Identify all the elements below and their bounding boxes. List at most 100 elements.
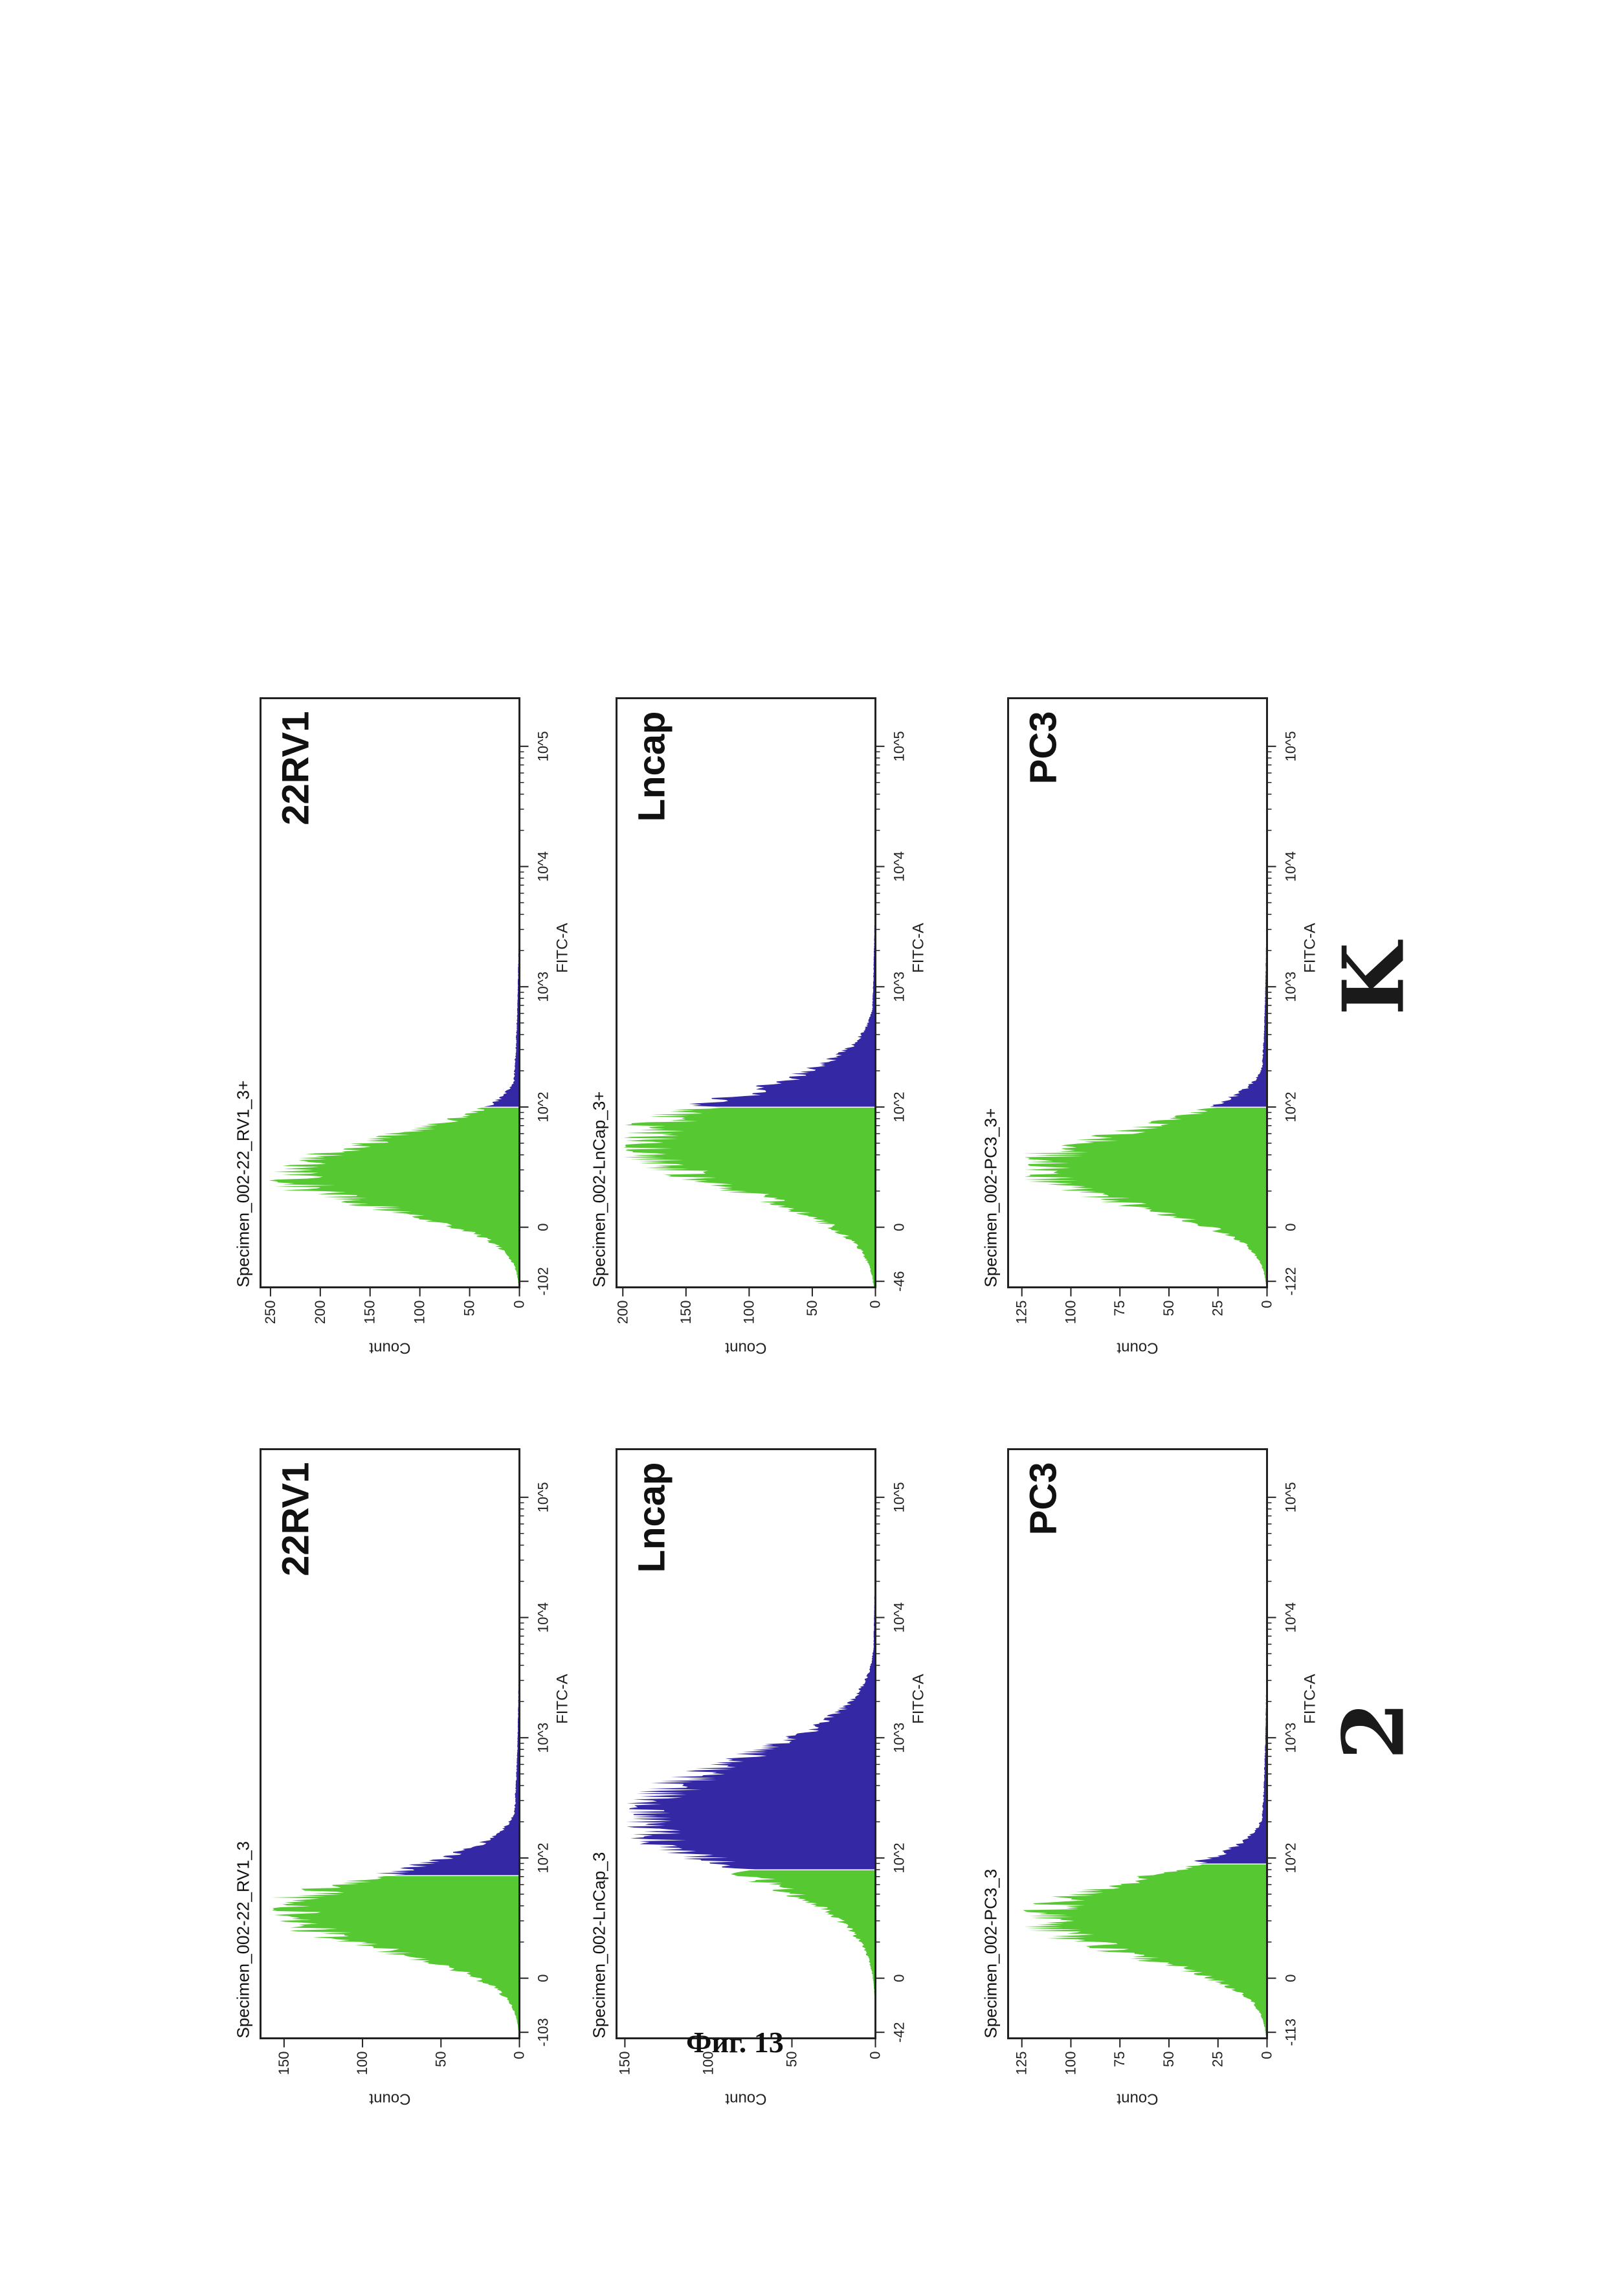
y-tick-label: 125 [1013,1300,1029,1324]
y-tick-label: 250 [261,1300,278,1324]
histogram-plot: -46 0 10^2 10^3 10^4 10^5 FITC-A 0 50 100 150 200 Co… [614,697,927,1356]
x-tick-label: 10^3 [891,1722,907,1752]
x-tick-label: 0 [1282,1223,1298,1231]
histogram-plot: -103 0 10^2 10^3 10^4 10^5 FITC-A 0 50 100 150 Coun… [259,1448,571,2107]
x-axis-label: FITC-A [1301,1674,1318,1723]
x-tick-label: 10^3 [891,971,907,1002]
histogram-plot: -122 0 10^2 10^3 10^4 10^5 FITC-A 0 25 50 75 100 125… [1007,697,1318,1356]
x-tick-label: 10^5 [535,731,551,761]
plot-frame [259,1448,520,2039]
y-tick-label: 50 [432,2051,449,2066]
x-tick-label: -122 [1282,1267,1298,1295]
y-tick-label: 75 [1111,2051,1128,2066]
y-tick-label: 150 [677,1300,693,1324]
histogram-positive-region [484,699,519,1106]
y-tick-label: 100 [411,1300,427,1324]
x-tick-label: 10^2 [535,1842,551,1873]
x-axis-label: FITC-A [553,923,571,972]
x-tick-label: 0 [891,1974,907,1982]
plot-area: -103 0 10^2 10^3 10^4 10^5 FITC-A 0 50 100 150 Coun… [259,1448,571,2107]
histogram-negative-region [269,1107,519,1287]
y-axis-label: Count [725,2090,766,2107]
histogram-positive-region [688,699,875,1106]
histogram-panel-k-22rv1: Specimen_002-22_RV1_3+ -102 0 10^2 10^3 10^4… [233,672,571,1384]
y-axis-label: Count [369,1339,410,1356]
plot-frame [615,1448,876,2039]
group-label-k: K [1324,942,1423,1015]
histogram-negative-region [730,1870,875,2038]
x-axis-label: FITC-A [553,1674,571,1723]
y-tick-label: 0 [867,2051,883,2059]
histogram-panel-k-lncap: Specimen_002-LnCap_3+ -46 0 10^2 10^3 10^4 10… [589,672,927,1384]
x-tick-label: 10^2 [535,1092,551,1122]
cell-line-label: 22RV1 [274,711,317,825]
plot-area: -102 0 10^2 10^3 10^4 10^5 FITC-A 0 50 100 150 200 2… [259,697,571,1356]
y-tick-label: 0 [1258,2051,1274,2059]
y-tick-label: 150 [616,2051,632,2075]
x-tick-label: -46 [891,1271,907,1292]
y-tick-label: 50 [1160,2051,1176,2066]
histogram-plot: -42 0 10^2 10^3 10^4 10^5 FITC-A 0 50 100 150 Count… [615,1448,927,2107]
histogram-panel-2-22rv1: Specimen_002-22_RV1_3 -103 0 10^2 10^3 10^4 1… [233,1423,571,2135]
histogram-positive-region [1194,1450,1267,1863]
x-axis-label: FITC-A [909,1674,927,1723]
cell-line-label: Lncap [630,711,673,822]
x-tick-label: 10^3 [535,1722,551,1752]
histogram-positive-region [375,1450,519,1875]
panel-title: Specimen_002-22_RV1_3+ [233,1080,252,1287]
cell-line-label: 22RV1 [274,1462,317,1576]
y-tick-label: 25 [1209,1300,1225,1316]
y-tick-label: 75 [1111,1300,1128,1316]
y-tick-label: 100 [1062,2051,1078,2075]
x-tick-label: 10^5 [1282,1482,1298,1512]
histogram-negative-region [271,1875,519,2038]
y-tick-label: 200 [614,1300,630,1324]
x-tick-label: 10^4 [535,851,551,881]
x-tick-label: 10^2 [891,1092,907,1122]
histogram-panel-k-pc3: Specimen_002-PC3_3+ -122 0 10^2 10^3 10^4 10^… [981,672,1318,1384]
x-tick-label: 10^5 [891,1482,907,1512]
plot-frame [1007,1448,1268,2039]
group-label-2: 2 [1324,1701,1423,1760]
y-tick-label: 0 [1258,1300,1274,1308]
y-axis-label: Count [369,2090,410,2107]
cell-line-label: PC3 [1022,711,1064,784]
panel-title: Specimen_002-LnCap_3+ [589,1091,608,1287]
y-tick-label: 150 [361,1300,377,1324]
y-tick-label: 100 [354,2051,370,2075]
cell-line-label: PC3 [1022,1462,1064,1535]
plot-area: -122 0 10^2 10^3 10^4 10^5 FITC-A 0 25 50 75 100 125… [1007,697,1318,1356]
cell-line-label: Lncap [630,1462,673,1573]
y-tick-label: 125 [1013,2051,1029,2075]
x-tick-label: 0 [535,1223,551,1231]
x-tick-label: 10^3 [1282,1722,1298,1752]
x-tick-label: 10^5 [1282,731,1298,761]
x-tick-label: 0 [535,1974,551,1982]
panel-title: Specimen_002-PC3_3+ [981,1108,1000,1287]
y-tick-label: 150 [275,2051,291,2075]
y-tick-label: 0 [511,1300,527,1308]
y-tick-label: 0 [867,1300,883,1308]
y-tick-label: 100 [1062,1300,1078,1324]
histogram-positive-region [625,1450,875,1869]
plot-frame [1007,697,1268,1288]
y-tick-label: 200 [311,1300,328,1324]
y-tick-label: 100 [700,2051,716,2075]
panel-title: Specimen_002-PC3_3 [981,1868,1000,2038]
y-tick-label: 50 [803,1300,819,1316]
x-tick-label: 10^4 [891,1602,907,1632]
panel-title: Specimen_002-LnCap_3 [589,1852,608,2038]
y-axis-label: Count [1117,1339,1158,1356]
x-tick-label: 10^4 [1282,1602,1298,1632]
histogram-negative-region [622,1107,875,1287]
x-tick-label: 10^2 [891,1842,907,1873]
x-tick-label: 10^4 [891,851,907,881]
y-tick-label: 0 [511,2051,527,2059]
panel-title: Specimen_002-22_RV1_3 [233,1841,252,2038]
x-axis-label: FITC-A [1301,923,1318,972]
x-tick-label: 10^5 [535,1482,551,1512]
plot-area: -46 0 10^2 10^3 10^4 10^5 FITC-A 0 50 100 150 200 Co… [614,697,927,1356]
x-tick-label: -102 [535,1267,551,1295]
y-tick-label: 25 [1209,2051,1225,2066]
